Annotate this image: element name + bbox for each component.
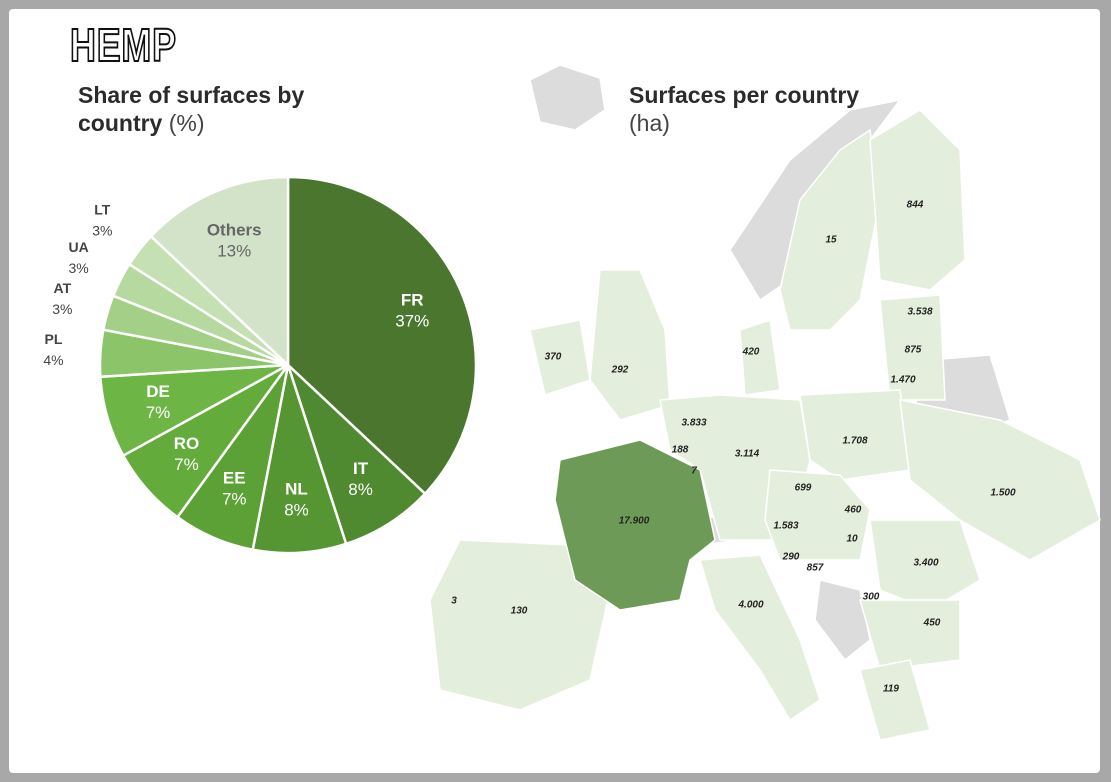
slice-value-label: 7%	[222, 490, 247, 509]
map-value-label: 3.833	[681, 418, 706, 429]
map-value-label: 1.708	[842, 436, 867, 447]
slice-value-label: 8%	[348, 480, 373, 499]
map-value-label: 10	[846, 534, 858, 545]
slice-category: UA	[68, 239, 88, 255]
slice-category: RO	[174, 434, 200, 453]
land	[429, 109, 1101, 741]
map-value-label: 7	[691, 466, 697, 477]
map-value-label: 290	[782, 552, 800, 563]
map-value-label: 17.900	[619, 516, 650, 527]
slice-category: EE	[223, 469, 246, 488]
map-value-label: 460	[844, 505, 862, 516]
map-value-label: 875	[905, 345, 922, 356]
map-value-label: 130	[511, 606, 528, 617]
map-value-label: 3.400	[913, 558, 938, 569]
map-value-label: 450	[923, 618, 941, 629]
slice-value-label: 37%	[395, 312, 429, 331]
pie-slice	[286, 175, 478, 496]
slice-category: AT	[54, 280, 72, 296]
map-unit: (ha)	[629, 110, 670, 136]
map-value-label: 188	[672, 445, 689, 456]
map-value-label: 420	[742, 347, 760, 358]
pie-slice	[286, 364, 427, 546]
pie-title: Share of surfaces by country	[78, 82, 305, 136]
slice-value-label: 4%	[43, 352, 63, 368]
france	[554, 439, 716, 611]
slice-value-label: 7%	[146, 403, 171, 422]
slice-value-label: 7%	[174, 455, 199, 474]
map-value-label: 4.000	[737, 600, 763, 611]
map-value-label: 3	[451, 596, 457, 607]
slice-category: FR	[401, 291, 424, 310]
slice-value-label: 3%	[68, 260, 88, 276]
slice-category: LT	[94, 202, 111, 218]
map-value-label: 300	[863, 592, 880, 603]
slice-category: NL	[285, 480, 308, 499]
map-title: Surfaces per country	[629, 82, 860, 108]
slice-category: IT	[353, 459, 369, 478]
slice-category: DE	[146, 382, 170, 401]
map-value-label: 1.470	[890, 375, 915, 386]
map-value-label: 3.114	[735, 449, 760, 460]
slice-value-label: 13%	[217, 241, 251, 260]
slice-category: Others	[207, 220, 262, 239]
map-value-label: 3.538	[907, 307, 932, 318]
slice-category: PL	[45, 331, 63, 347]
map-value-label: 119	[883, 684, 899, 695]
slice-value-label: 3%	[92, 223, 112, 239]
pie-slice	[251, 364, 348, 555]
map-value-label: 370	[545, 352, 562, 363]
map-value-label: 1.583	[773, 521, 798, 532]
map-value-label: 1.500	[990, 488, 1015, 499]
header: HEMP	[69, 18, 177, 72]
map-title-block: Surfaces per country (ha)	[629, 81, 899, 137]
map-value-label: 699	[795, 483, 812, 494]
map-value-label: 844	[907, 200, 924, 211]
map-value-label: 857	[807, 563, 824, 574]
slice-value-label: 8%	[284, 501, 309, 520]
map-value-label: 292	[611, 365, 629, 376]
map-value-label: 15	[825, 235, 837, 246]
slice-value-label: 3%	[52, 301, 72, 317]
pie-title-block: Share of surfaces by country (%)	[78, 81, 308, 137]
pie-slice	[149, 175, 290, 368]
pie-unit: (%)	[168, 110, 205, 136]
